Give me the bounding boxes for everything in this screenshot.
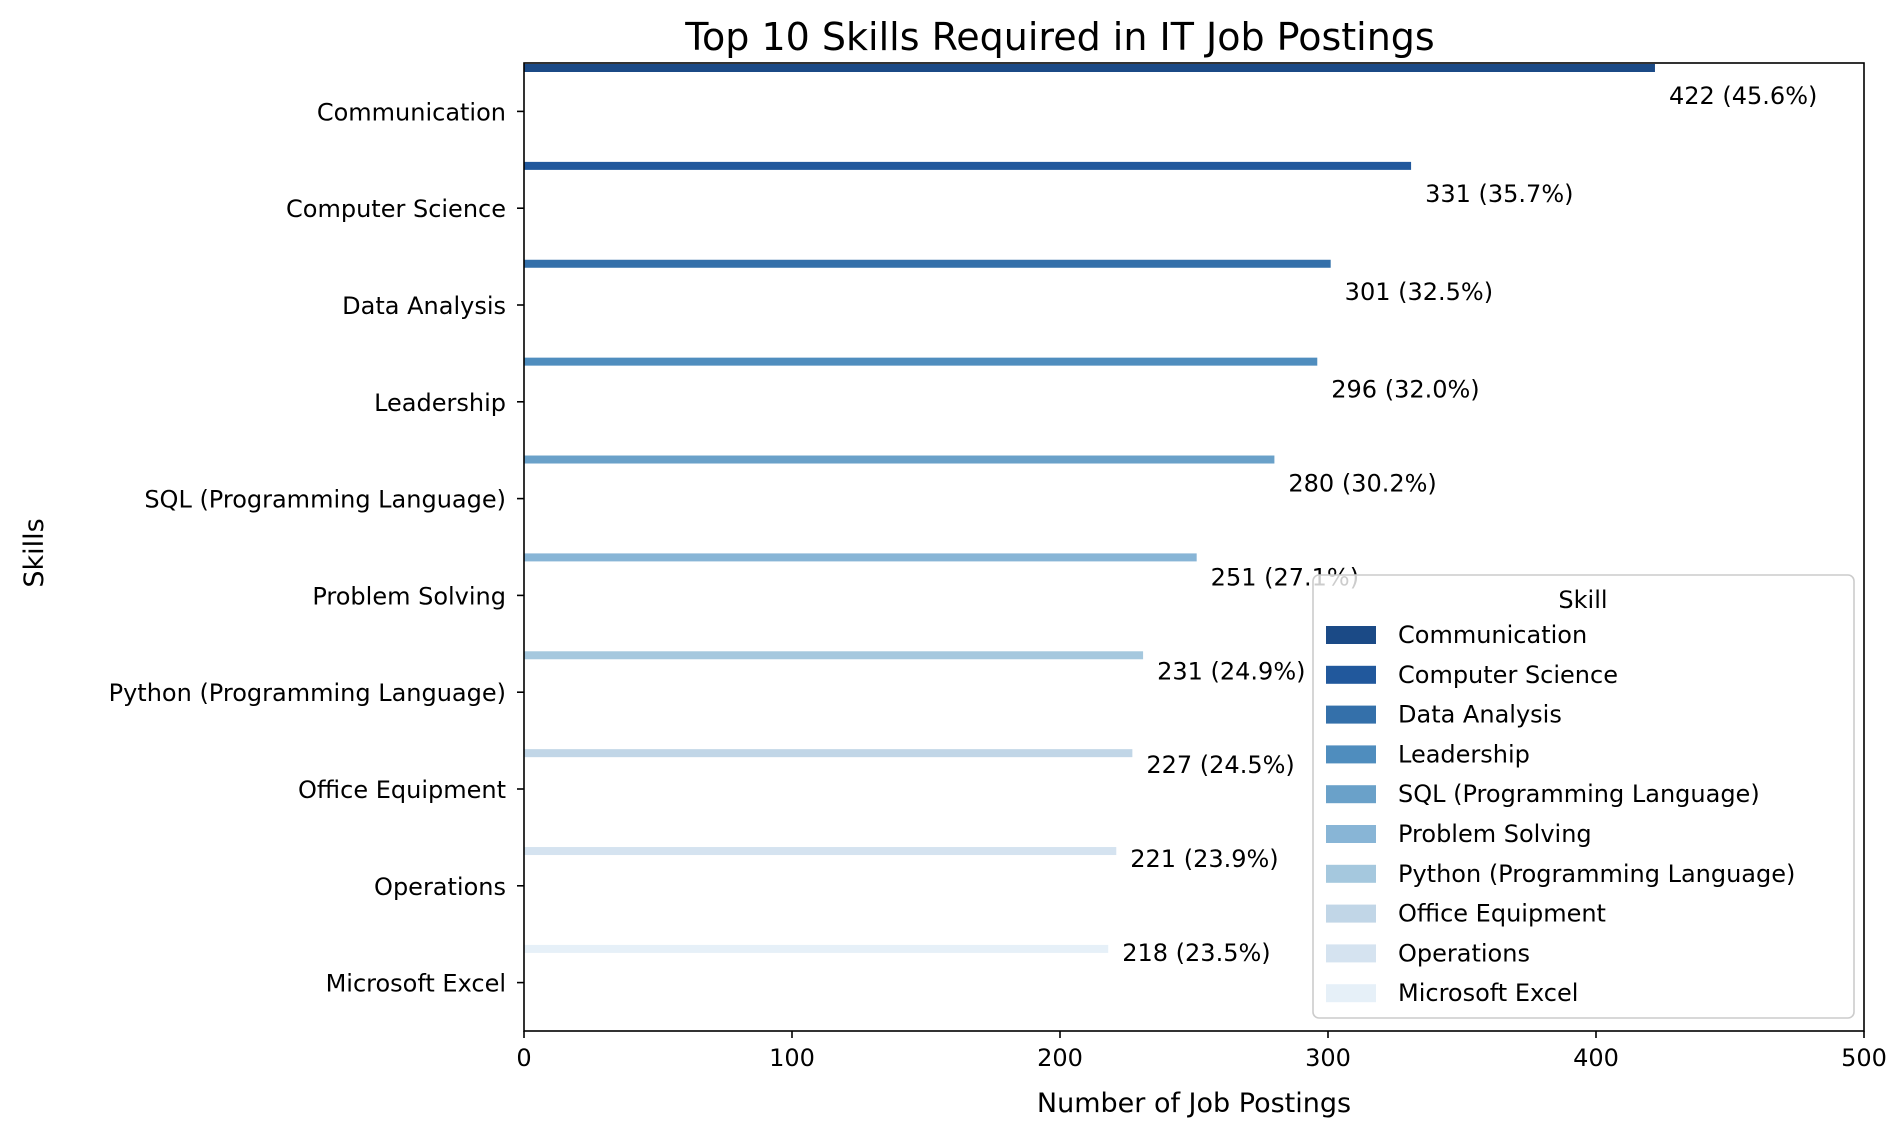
x-axis-label: Number of Job Postings — [1037, 1088, 1351, 1119]
bar — [524, 749, 1133, 758]
bar — [524, 553, 1197, 562]
legend-swatch — [1326, 864, 1376, 883]
y-axis-label: Skills — [19, 518, 50, 587]
legend-label: Data Analysis — [1398, 701, 1562, 729]
bar — [524, 455, 1275, 464]
y-tick-label: Communication — [317, 98, 506, 126]
legend-label: Communication — [1398, 621, 1587, 649]
data-label: 301 (32.5%) — [1345, 278, 1493, 306]
legend-title: Skill — [1558, 586, 1607, 614]
plot-frame — [523, 62, 1865, 1032]
legend-swatch — [1326, 626, 1376, 644]
bar — [524, 259, 1331, 268]
data-labels-group: 422 (45.6%) 331 (35.7%) 301 (32.5%) 296 (32… — [1122, 82, 1817, 967]
x-tick-label: 500 — [1841, 1044, 1887, 1072]
legend-label: Python (Programming Language) — [1398, 860, 1795, 888]
data-label: 218 (23.5%) — [1122, 939, 1270, 967]
data-label: 221 (23.9%) — [1130, 845, 1278, 873]
x-tick-label: 200 — [1037, 1044, 1083, 1072]
legend-label: Microsoft Excel — [1398, 979, 1578, 1007]
x-tick-label: 300 — [1305, 1044, 1351, 1072]
legend-label: Problem Solving — [1398, 820, 1592, 848]
x-tick-label: 400 — [1573, 1044, 1619, 1072]
bar — [524, 357, 1318, 366]
legend-swatch — [1326, 745, 1376, 764]
legend-swatch — [1326, 944, 1376, 963]
bars-group — [524, 64, 1655, 953]
data-label: 280 (30.2%) — [1288, 470, 1436, 498]
legend-swatch — [1326, 785, 1376, 804]
x-tick-label: 0 — [516, 1044, 531, 1072]
bar — [524, 944, 1109, 953]
chart-title: Top 10 Skills Required in IT Job Posting… — [684, 15, 1434, 59]
y-tick-label: Python (Programming Language) — [109, 679, 506, 707]
y-tick-label: Computer Science — [286, 195, 506, 223]
x-tick-label: 100 — [769, 1044, 815, 1072]
y-tick-label: Leadership — [374, 389, 506, 417]
bar — [524, 64, 1655, 72]
bar — [524, 651, 1144, 660]
legend-swatch — [1326, 904, 1376, 923]
legend-swatch — [1326, 825, 1376, 843]
y-tick-label: Office Equipment — [298, 776, 506, 804]
y-tick-label: Microsoft Excel — [326, 970, 506, 998]
legend-label: SQL (Programming Language) — [1398, 780, 1760, 808]
legend-swatch — [1326, 705, 1376, 724]
data-label: 227 (24.5%) — [1146, 751, 1294, 779]
data-label: 331 (35.7%) — [1425, 180, 1573, 208]
legend: Skill Communication Computer Science Data … — [1312, 574, 1855, 1019]
y-tick-label: Problem Solving — [312, 582, 506, 610]
y-tick-label: SQL (Programming Language) — [144, 486, 506, 514]
legend-frame — [1312, 574, 1855, 1019]
legend-label: Operations — [1398, 939, 1530, 967]
data-label: 422 (45.6%) — [1669, 82, 1817, 110]
legend-swatch — [1326, 665, 1376, 684]
legend-items: Communication Computer Science Data Analys… — [1326, 621, 1795, 1007]
bar — [524, 847, 1117, 856]
legend-swatch — [1326, 984, 1376, 1003]
x-axis-ticks: 0 100 200 300 400 500 — [516, 1031, 1887, 1072]
data-label: 231 (24.9%) — [1157, 657, 1305, 685]
legend-label: Office Equipment — [1398, 900, 1606, 928]
data-label: 296 (32.0%) — [1331, 376, 1479, 404]
legend-label: Leadership — [1398, 740, 1530, 768]
bar — [524, 161, 1412, 170]
y-tick-label: Operations — [374, 873, 506, 901]
y-axis-ticks: Communication Computer Science Data Analys… — [109, 98, 524, 998]
legend-label: Computer Science — [1398, 661, 1618, 689]
y-tick-label: Data Analysis — [342, 292, 506, 320]
